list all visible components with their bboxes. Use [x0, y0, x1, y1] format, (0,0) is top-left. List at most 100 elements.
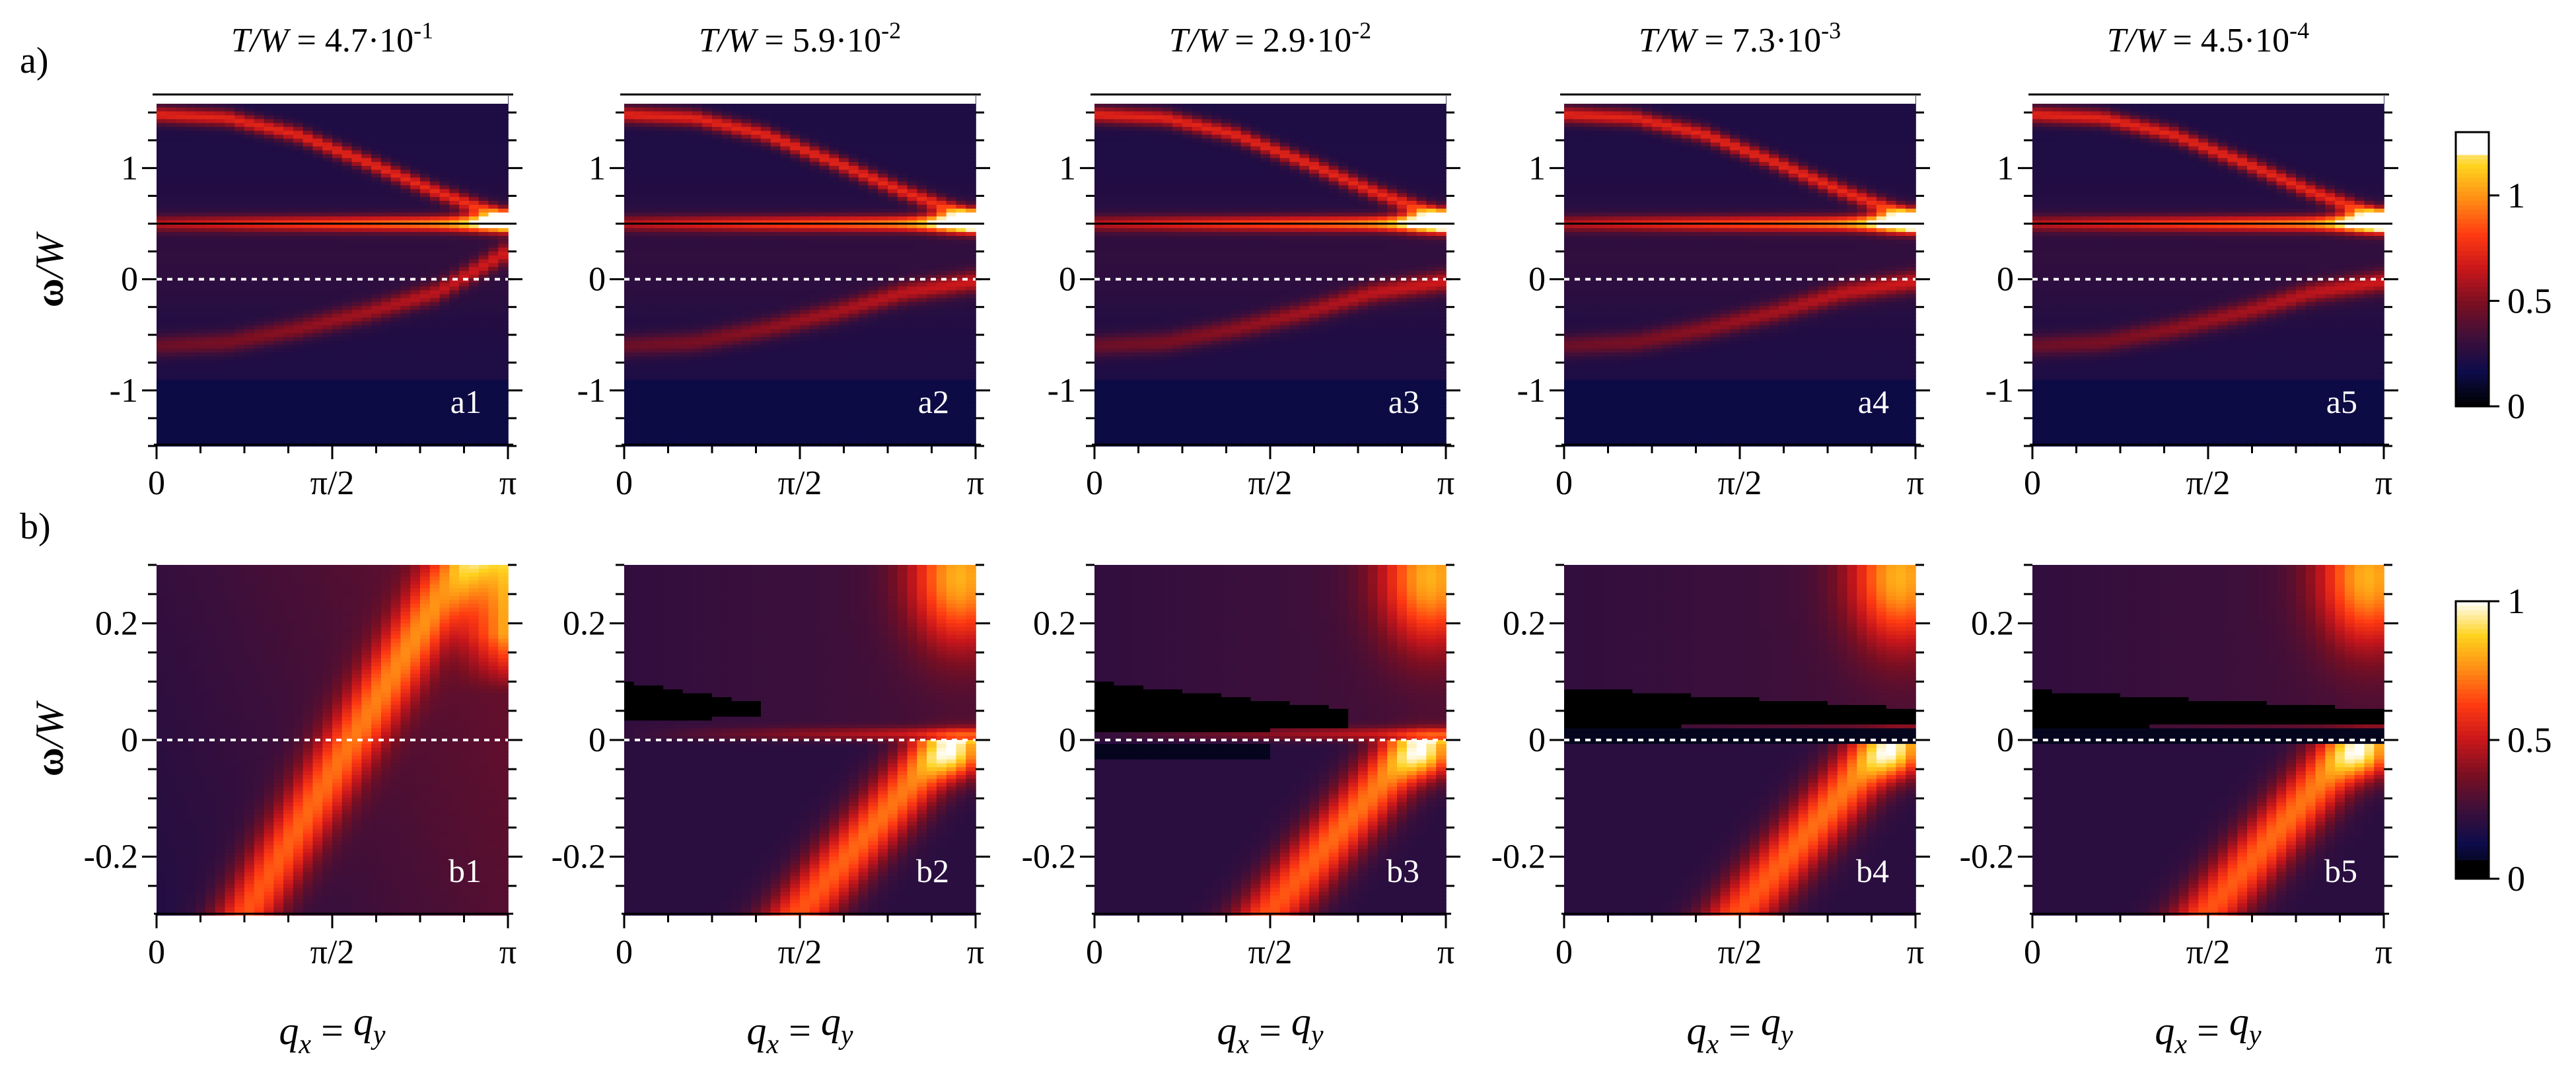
heat-cell: [751, 278, 762, 283]
heat-cell: [186, 177, 196, 182]
heat-cell: [215, 302, 226, 307]
heat-cell: [225, 123, 236, 128]
heat-cell: [254, 224, 265, 229]
heat-cell: [322, 243, 333, 248]
heat-cell: [157, 430, 167, 435]
heat-cell: [468, 317, 480, 322]
heat-cell: [682, 181, 694, 186]
heat-cell: [459, 138, 470, 143]
heat-cell: [712, 274, 723, 279]
heat-cell: [351, 197, 363, 202]
heat-cell: [264, 383, 275, 388]
heat-cell: [468, 306, 480, 311]
heat-cell: [186, 356, 196, 361]
heat-cell: [800, 197, 810, 202]
heat-cell: [633, 321, 645, 326]
heat-cell: [312, 177, 324, 182]
heat-cell: [741, 407, 752, 412]
heat-cell: [702, 302, 713, 307]
heat-cell: [712, 251, 723, 256]
heat-cell: [312, 228, 324, 233]
heat-cell: [770, 169, 781, 174]
heat-cell: [429, 239, 441, 244]
heat-cell: [380, 177, 392, 182]
heat-cell: [478, 243, 489, 248]
heat-cell: [760, 220, 771, 225]
heat-cell: [186, 259, 196, 264]
heat-cell: [692, 115, 703, 120]
heat-cell: [205, 216, 216, 221]
heat-cell: [702, 333, 713, 338]
heat-cell: [770, 236, 781, 240]
heat-cell: [672, 282, 684, 287]
heat-cell: [380, 426, 392, 431]
heat-cell: [215, 208, 226, 213]
heat-cell: [682, 356, 694, 361]
heat-cell: [166, 158, 177, 163]
heat-cell: [293, 379, 304, 385]
heat-cell: [780, 185, 791, 190]
heat-cell: [751, 337, 762, 342]
heat-cell: [400, 309, 411, 314]
heat-cell: [459, 290, 470, 295]
heat-cell: [205, 169, 216, 174]
heat-cell: [380, 232, 392, 237]
heat-cell: [196, 146, 206, 151]
heat-cell: [196, 286, 206, 291]
heat-cell: [790, 306, 801, 311]
heat-cell: [468, 259, 480, 264]
heat-cell: [410, 267, 421, 272]
heat-cell: [303, 290, 314, 295]
heat-cell: [371, 123, 382, 128]
heat-cell: [780, 325, 791, 330]
heat-cell: [624, 146, 635, 151]
heat-cell: [488, 403, 499, 408]
heat-cell: [760, 418, 771, 424]
heat-cell: [721, 422, 733, 427]
heat-cell: [682, 325, 694, 330]
heat-cell: [731, 224, 742, 229]
heat-cell: [293, 251, 304, 256]
heat-cell: [449, 317, 460, 322]
heat-cell: [341, 239, 353, 244]
heat-cell: [332, 150, 343, 155]
heat-cell: [643, 302, 655, 307]
heat-cell: [780, 368, 791, 373]
heat-cell: [780, 251, 791, 256]
heat-cell: [273, 325, 284, 330]
heat-cell: [215, 364, 226, 369]
heat-cell: [770, 333, 781, 338]
heat-cell: [682, 115, 694, 120]
heat-cell: [293, 337, 304, 342]
heat-cell: [186, 169, 196, 174]
heat-cell: [303, 368, 314, 373]
heat-cell: [351, 313, 363, 318]
heat-cell: [215, 166, 226, 170]
heat-cell: [186, 267, 196, 272]
heat-cell: [429, 173, 441, 178]
heat-cell: [400, 150, 411, 155]
heat-cell: [196, 201, 206, 205]
heat-cell: [721, 306, 733, 311]
heat-cell: [312, 138, 324, 143]
heat-cell: [439, 348, 450, 353]
heat-cell: [225, 372, 236, 377]
heat-cell: [420, 271, 431, 276]
heat-cell: [498, 278, 509, 283]
heat-cell: [488, 220, 499, 225]
heat-cell: [780, 391, 791, 396]
heat-cell: [264, 146, 275, 151]
heat-cell: [380, 181, 392, 186]
heat-cell: [234, 426, 245, 431]
heat-cell: [225, 290, 236, 295]
heat-cell: [741, 337, 752, 342]
heat-cell: [488, 263, 499, 268]
heat-cell: [380, 224, 392, 229]
heat-cell: [439, 368, 450, 373]
heat-cell: [176, 313, 187, 318]
heat-cell: [303, 294, 314, 299]
heat-cell: [760, 185, 771, 190]
heat-cell: [672, 177, 684, 182]
heat-cell: [283, 356, 294, 361]
heat-cell: [760, 267, 771, 272]
